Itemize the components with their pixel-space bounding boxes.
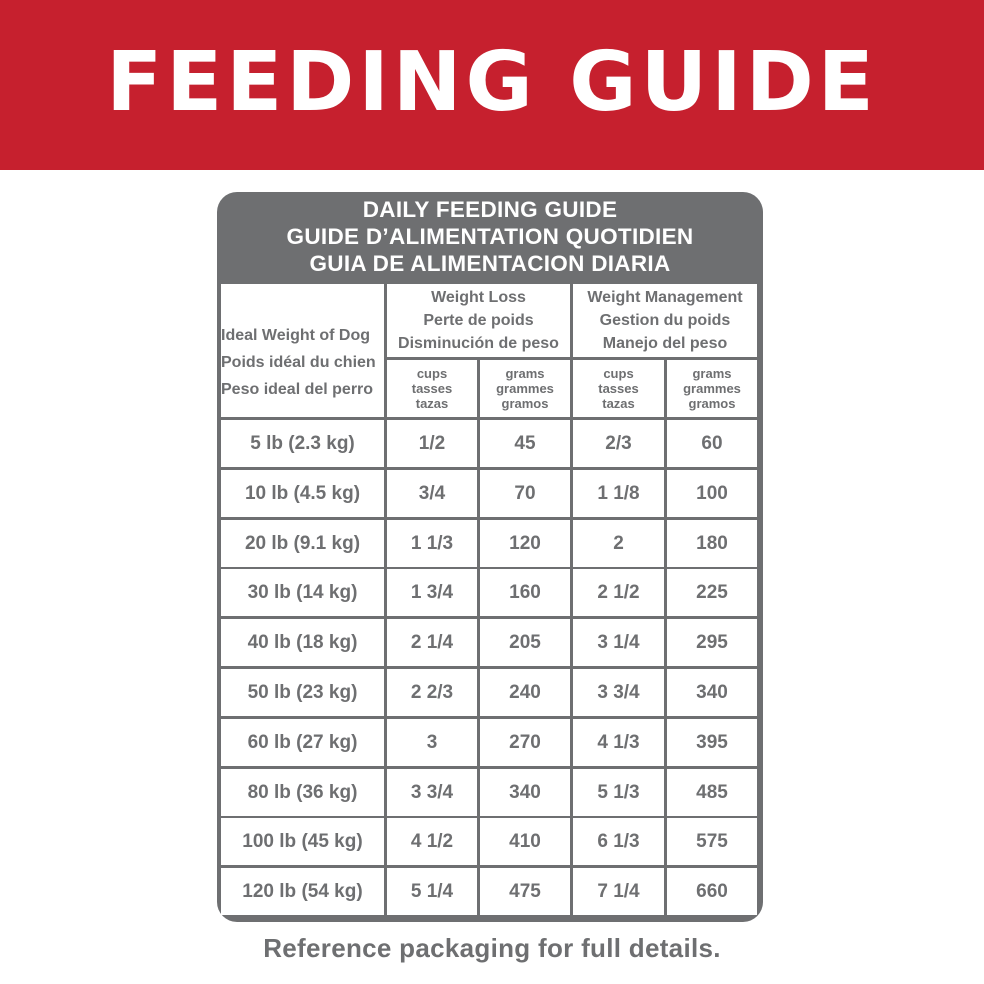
table-cell: 2/3 [573,420,664,467]
footer-note: Reference packaging for full details. [263,933,721,963]
dog-weight-cell: 40 lb (18 kg) [221,619,384,666]
unit-line: gramos [688,396,736,411]
table-cell: 2 1/2 [573,569,664,616]
header-line: Perte de poids [423,312,534,329]
table-cell: 3 3/4 [573,669,664,716]
table-cell: 6 1/3 [573,818,664,865]
unit-line: tasses [598,381,639,396]
unit-line: cups [416,366,448,381]
table-cell: 2 1/4 [387,619,477,666]
dog-weight-cell: 30 lb (14 kg) [221,569,384,616]
unit-line: grams [505,366,545,381]
weight-loss-header: Weight Loss Perte de poids Disminución de … [387,284,570,357]
table-cell: 295 [667,619,757,666]
table-cell: 70 [480,470,570,517]
table-cell: 160 [480,569,570,616]
weight-column-header: Ideal Weight of Dog Poids idéal du chien P… [221,284,384,417]
grams-unit-header: grams grammes gramos [480,360,570,417]
weight-management-header: Weight Management Gestion du poids Manejo … [573,284,757,357]
table-cell: 3/4 [387,470,477,517]
table-cell: 4 1/2 [387,818,477,865]
table-cell: 1/2 [387,420,477,467]
table-cell: 1 1/3 [387,520,477,567]
unit-line: grammes [683,381,741,396]
dog-weight-cell: 120 lb (54 kg) [221,868,384,915]
unit-line: cups [603,366,634,381]
table-cell: 205 [480,619,570,666]
dog-weight-cell: 60 lb (27 kg) [221,719,384,766]
table-title: DAILY FEEDING GUIDE GUIDE D’ALIMENTATION… [217,196,763,277]
table-cell: 660 [667,868,757,915]
dog-weight-cell: 20 lb (9.1 kg) [221,520,384,567]
table-cell: 485 [667,769,757,816]
table-cell: 240 [480,669,570,716]
table-cell: 2 2/3 [387,669,477,716]
dog-weight-cell: 5 lb (2.3 kg) [221,420,384,467]
table-cell: 410 [480,818,570,865]
table-cell: 1 3/4 [387,569,477,616]
table-cell: 3 1/4 [573,619,664,666]
feeding-guide-table: DAILY FEEDING GUIDE GUIDE D’ALIMENTATION… [217,192,763,922]
table-cell: 120 [480,520,570,567]
dog-weight-cell: 10 lb (4.5 kg) [221,470,384,517]
dog-weight-cell: 80 lb (36 kg) [221,769,384,816]
header-line: Peso ideal del perro [221,381,374,398]
cups-unit-header: cups tasses tazas [573,360,664,417]
unit-line: grammes [496,381,554,396]
table-cell: 1 1/8 [573,470,664,517]
unit-line: grams [692,366,732,381]
title-banner: FEEDING GUIDE [0,0,984,170]
table-cell: 4 1/3 [573,719,664,766]
header-line: Gestion du poids [599,312,731,329]
table-cell: 340 [667,669,757,716]
unit-line: tazas [415,396,449,411]
cups-unit-header: cups tasses tazas [387,360,477,417]
table-cell: 270 [480,719,570,766]
table-title-line: GUIA DE ALIMENTACION DIARIA [309,251,671,276]
table-cell: 45 [480,420,570,467]
header-line: Disminución de peso [398,335,559,352]
table-cell: 340 [480,769,570,816]
header-line: Weight Management [587,289,743,306]
table-cell: 180 [667,520,757,567]
header-line: Poids idéal du chien [221,354,376,371]
table-title-line: DAILY FEEDING GUIDE [362,197,618,222]
table-cell: 5 1/4 [387,868,477,915]
table-cell: 7 1/4 [573,868,664,915]
table-cell: 475 [480,868,570,915]
table-cell: 60 [667,420,757,467]
header-line: Ideal Weight of Dog [221,327,371,344]
header-line: Weight Loss [431,289,526,306]
table-cell: 5 1/3 [573,769,664,816]
table-cell: 395 [667,719,757,766]
table-cell: 3 [387,719,477,766]
page-title: FEEDING GUIDE [106,35,878,130]
dog-weight-cell: 50 lb (23 kg) [221,669,384,716]
table-cell: 575 [667,818,757,865]
grams-unit-header: grams grammes gramos [667,360,757,417]
unit-line: tazas [602,396,635,411]
table-cell: 100 [667,470,757,517]
table-cell: 3 3/4 [387,769,477,816]
unit-line: tasses [411,381,453,396]
table-cell: 225 [667,569,757,616]
header-line: Manejo del peso [602,335,728,352]
table-cell: 2 [573,520,664,567]
unit-line: gramos [501,396,549,411]
dog-weight-cell: 100 lb (45 kg) [221,818,384,865]
table-title-line: GUIDE D’ALIMENTATION QUOTIDIEN [286,224,694,249]
